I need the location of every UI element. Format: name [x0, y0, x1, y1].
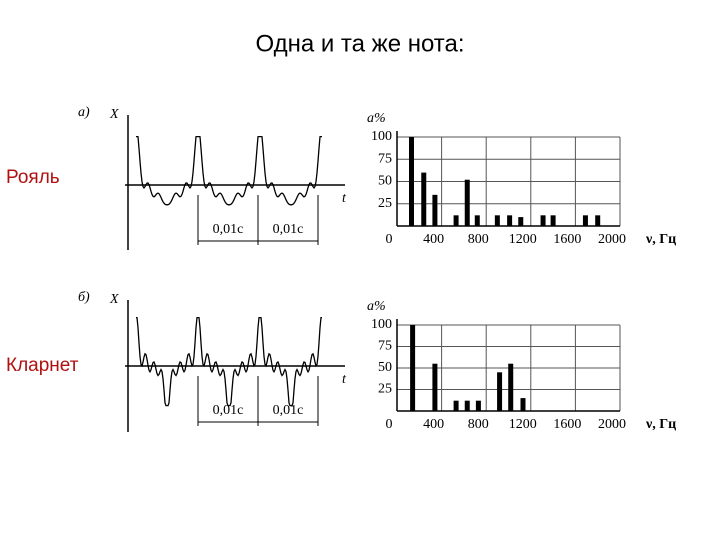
- panel-label: а): [78, 105, 90, 120]
- x-tick-label: 1600: [553, 417, 581, 432]
- bar: [410, 325, 416, 411]
- y-tick-label: 100: [371, 129, 392, 144]
- panel-label: б): [78, 290, 90, 305]
- bar: [518, 217, 524, 226]
- period-label: 0,01c: [273, 403, 304, 418]
- y-tick-label: 25: [378, 382, 392, 397]
- axis-label: X: [109, 107, 119, 122]
- bar: [497, 372, 503, 411]
- x-tick-label: 1200: [509, 232, 537, 247]
- y-tick-label: 100: [371, 317, 392, 332]
- x-tick-label: 0: [386, 417, 393, 432]
- x-tick-label: 800: [468, 232, 489, 247]
- x-tick-label: 800: [468, 417, 489, 432]
- bar: [464, 179, 470, 226]
- x-tick-label: 1200: [509, 417, 537, 432]
- bar: [474, 215, 480, 226]
- bar: [507, 215, 513, 226]
- bar: [595, 215, 601, 226]
- x-tick-label: 2000: [598, 232, 626, 247]
- bar: [432, 363, 438, 411]
- x-axis-label: ν, Гц: [645, 232, 676, 247]
- bar: [508, 363, 514, 411]
- y-tick-label: 50: [378, 174, 392, 189]
- bar: [408, 137, 414, 226]
- bar: [432, 194, 438, 226]
- x-tick-label: 400: [423, 417, 444, 432]
- axis-label: t: [342, 191, 347, 206]
- period-label: 0,01c: [213, 222, 244, 237]
- axis-label: t: [342, 372, 347, 387]
- x-tick-label: 2000: [598, 417, 626, 432]
- y-tick-label: 75: [378, 339, 392, 354]
- bar: [453, 215, 459, 226]
- waveform: [136, 135, 322, 206]
- row-label: Кларнет: [6, 355, 79, 376]
- bar: [540, 215, 546, 226]
- bar: [520, 398, 526, 411]
- x-tick-label: 400: [423, 232, 444, 247]
- row-label: Рояль: [6, 167, 60, 188]
- bar: [453, 400, 459, 411]
- bar: [494, 215, 500, 226]
- axis-label: X: [109, 292, 119, 307]
- x-axis-label: ν, Гц: [645, 417, 676, 432]
- y-tick-label: 50: [378, 360, 392, 375]
- period-label: 0,01c: [273, 222, 304, 237]
- period-label: 0,01c: [213, 403, 244, 418]
- y-tick-label: 25: [378, 196, 392, 211]
- bar: [475, 400, 481, 411]
- y-axis-label: a%: [367, 299, 386, 314]
- waveform: [136, 316, 322, 407]
- bar: [464, 400, 470, 411]
- y-axis-label: a%: [367, 111, 386, 126]
- bar: [421, 172, 427, 226]
- y-tick-label: 75: [378, 151, 392, 166]
- bar: [582, 215, 588, 226]
- slide-title: Одна и та же нота:: [255, 30, 464, 57]
- bar: [550, 215, 556, 226]
- x-tick-label: 0: [386, 232, 393, 247]
- x-tick-label: 1600: [553, 232, 581, 247]
